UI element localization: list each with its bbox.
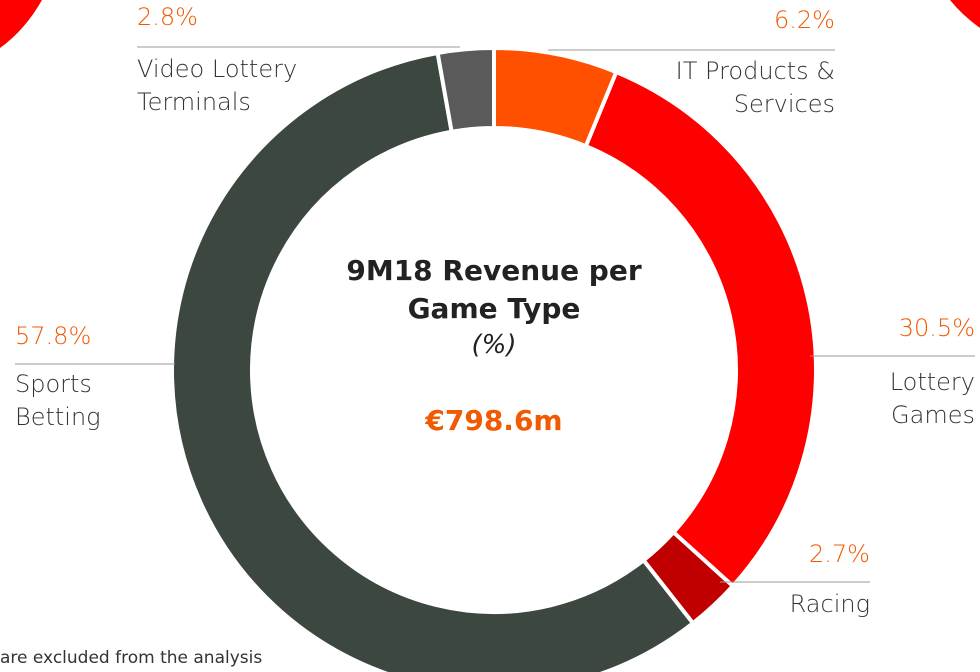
value-label: 2.8% — [137, 3, 198, 31]
corner-decoration — [950, 0, 980, 28]
donut-slice — [583, 69, 818, 589]
value-label: 2.7% — [809, 540, 870, 568]
chart-title: 9M18 Revenue per Game Type — [346, 254, 642, 325]
corner-decoration — [0, 0, 42, 48]
total-label: €798.6m — [425, 404, 563, 437]
donut-slice — [435, 45, 496, 135]
category-label: Lottery Games — [889, 368, 975, 429]
chart-subtitle: (%) — [471, 330, 517, 360]
category-label: Sports Betting — [15, 370, 101, 431]
value-label: 57.8% — [15, 322, 92, 350]
category-label: Racing — [789, 590, 870, 618]
category-label: IT Products & Services — [675, 57, 835, 118]
footnote: are excluded from the analysis — [0, 648, 263, 668]
donut-slice — [170, 50, 696, 672]
category-label: Video Lottery Terminals — [137, 55, 298, 116]
center-text: 9M18 Revenue per Game Type (%) €798.6m — [344, 252, 644, 437]
value-label: 6.2% — [774, 6, 835, 34]
value-label: 30.5% — [898, 314, 975, 342]
